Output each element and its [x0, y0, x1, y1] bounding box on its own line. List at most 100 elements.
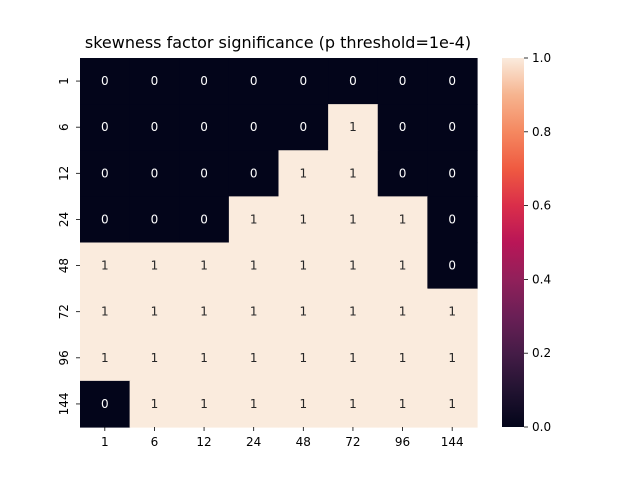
heatmap-cell — [80, 58, 131, 105]
cell-annotation: 1 — [101, 351, 109, 365]
cell-annotation: 1 — [250, 212, 258, 226]
cell-annotation: 1 — [101, 305, 109, 319]
colorbar-tick-label: 1.0 — [532, 51, 551, 65]
cell-annotation: 1 — [299, 305, 307, 319]
heatmap-cell — [228, 196, 280, 244]
cell-annotation: 0 — [448, 120, 456, 134]
cell-annotation: 0 — [101, 74, 109, 88]
heatmap-cell — [427, 104, 478, 151]
heatmap-cell — [427, 288, 478, 336]
heatmap-cell — [427, 196, 478, 244]
cell-annotation: 1 — [151, 397, 159, 411]
colorbar-gradient — [502, 58, 524, 427]
y-tick-label: 1 — [57, 77, 71, 85]
heatmap-cell — [228, 104, 280, 151]
cell-annotation: 1 — [399, 212, 407, 226]
cell-annotation: 1 — [200, 397, 208, 411]
heatmap-cell — [228, 150, 280, 197]
heatmap-cell — [179, 334, 230, 382]
cell-annotation: 0 — [200, 166, 208, 180]
heatmap-cell — [278, 104, 329, 151]
colorbar: 0.0 0.2 0.4 0.6 0.8 1.0 — [502, 51, 551, 434]
heatmap-cell — [427, 334, 478, 382]
heatmap-cell — [129, 242, 180, 290]
heatmap-cell — [129, 58, 180, 105]
cell-annotation: 0 — [200, 212, 208, 226]
cell-annotation: 0 — [299, 74, 307, 88]
heatmap-cell — [328, 334, 379, 382]
cell-annotation: 1 — [349, 259, 357, 273]
y-tick-label: 144 — [57, 392, 71, 415]
heatmap-cell — [228, 58, 280, 105]
heatmap-cell — [80, 334, 131, 382]
heatmap-cell — [179, 58, 230, 105]
heatmap-cell — [179, 150, 230, 197]
heatmap-annotations: 0 0 0 0 0 0 0 0 0 0 0 0 0 1 0 0 0 0 0 0 1 1 0 0 0 0 0 1 1 1 1 0 1 1 1 1 1 1 1 0… — [101, 74, 456, 411]
cell-annotation: 0 — [101, 166, 109, 180]
cell-annotation: 1 — [299, 351, 307, 365]
cell-annotation: 0 — [299, 120, 307, 134]
heatmap-cell — [179, 288, 230, 336]
cell-annotation: 1 — [349, 166, 357, 180]
heatmap-cell — [328, 288, 379, 336]
cell-annotation: 1 — [399, 259, 407, 273]
x-tick-label: 72 — [345, 435, 360, 449]
cell-annotation: 1 — [349, 351, 357, 365]
y-tick-label: 6 — [57, 123, 71, 131]
cell-annotation: 1 — [349, 397, 357, 411]
heatmap-cell — [328, 58, 379, 105]
heatmap-cell — [278, 288, 329, 336]
cell-annotation: 1 — [299, 166, 307, 180]
heatmap-cell — [377, 150, 428, 197]
heatmap-cell — [278, 150, 329, 197]
cell-annotation: 0 — [200, 74, 208, 88]
heatmap-cell — [377, 58, 428, 105]
cell-annotation: 0 — [151, 166, 159, 180]
heatmap-cell — [328, 104, 379, 151]
cell-annotation: 0 — [448, 166, 456, 180]
y-tick-label: 48 — [57, 258, 71, 273]
cell-annotation: 1 — [101, 259, 109, 273]
cell-annotation: 0 — [349, 74, 357, 88]
heatmap-cell — [80, 288, 131, 336]
heatmap-cell — [377, 334, 428, 382]
heatmap-cell — [377, 380, 428, 428]
cell-annotation: 1 — [399, 351, 407, 365]
colorbar-tick-label: 0.6 — [532, 199, 551, 213]
heatmap-cell — [179, 380, 230, 428]
heatmap-cells — [80, 58, 478, 428]
cell-annotation: 1 — [299, 397, 307, 411]
x-tick-label: 144 — [441, 435, 464, 449]
cell-annotation: 0 — [250, 120, 258, 134]
heatmap-cell — [427, 150, 478, 197]
cell-annotation: 1 — [399, 397, 407, 411]
cell-annotation: 0 — [200, 120, 208, 134]
colorbar-tick-label: 0.8 — [532, 125, 551, 139]
cell-annotation: 1 — [151, 305, 159, 319]
heatmap-cell — [129, 288, 180, 336]
heatmap-cell — [80, 196, 131, 244]
cell-annotation: 1 — [250, 259, 258, 273]
heatmap-cell — [129, 334, 180, 382]
cell-annotation: 0 — [151, 74, 159, 88]
heatmap-cell — [179, 242, 230, 290]
heatmap-cell — [377, 104, 428, 151]
colorbar-tick-label: 0.4 — [532, 272, 551, 286]
heatmap-cell — [278, 196, 329, 244]
cell-annotation: 1 — [250, 351, 258, 365]
heatmap-cell — [228, 334, 280, 382]
cell-annotation: 1 — [151, 351, 159, 365]
heatmap-cell — [129, 104, 180, 151]
x-tick-label: 24 — [246, 435, 261, 449]
heatmap-cell — [129, 380, 180, 428]
heatmap-cell — [377, 288, 428, 336]
heatmap-cell — [228, 380, 280, 428]
cell-annotation: 0 — [399, 74, 407, 88]
heatmap-cell — [377, 242, 428, 290]
cell-annotation: 0 — [399, 166, 407, 180]
heatmap-cell — [328, 196, 379, 244]
cell-annotation: 0 — [101, 397, 109, 411]
cell-annotation: 1 — [299, 259, 307, 273]
cell-annotation: 1 — [200, 305, 208, 319]
cell-annotation: 1 — [250, 305, 258, 319]
